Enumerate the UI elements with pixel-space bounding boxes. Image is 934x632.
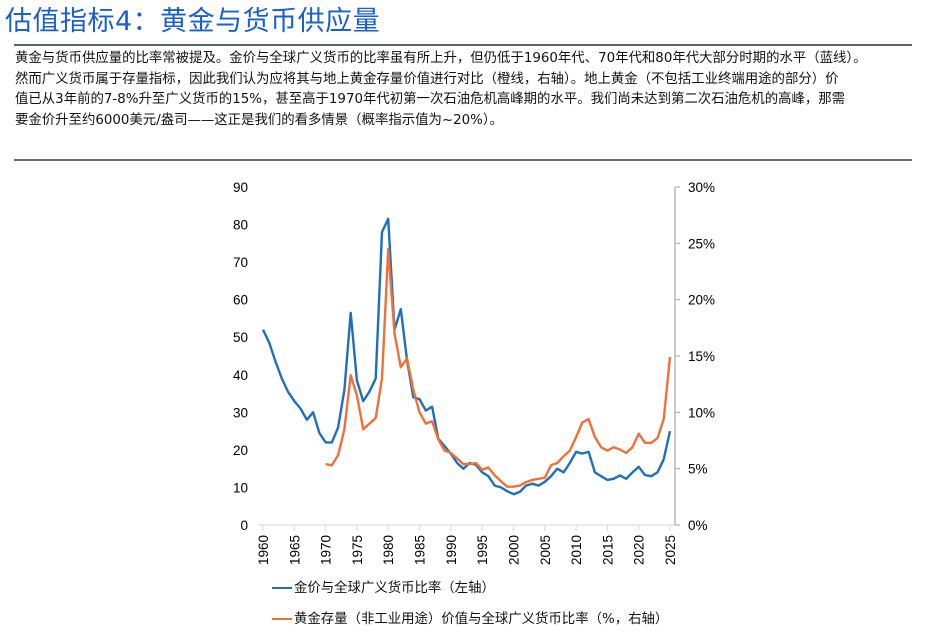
y-left-tick-label: 20 [233,443,248,458]
x-tick-label: 1990 [444,535,459,565]
legend-item-orange: 黄金存量（非工业用途）价值与全球广义货币比率（%，右轴） [272,607,668,627]
x-tick-label: 2005 [538,535,553,565]
y-left-tick-label: 0 [240,518,248,533]
x-tick-label: 2025 [663,535,678,565]
y-left-tick-label: 10 [233,480,248,495]
y-left-tick-label: 70 [233,255,248,270]
y-right-tick-label: 0% [688,518,708,533]
x-tick-label: 1995 [475,535,490,565]
y-left-tick-label: 30 [233,405,248,420]
x-tick-label: 1980 [381,535,396,565]
legend-swatch-orange [272,617,292,621]
series-line-gold-money-ratio [261,217,672,496]
y-left-tick-label: 60 [233,293,248,308]
legend-item-blue: 金价与全球广义货币比率（左轴） [272,576,495,596]
description-line: 值已从3年前的7-8%升至广义货币的15%，甚至高于1970年代初第一次石油危机… [15,92,846,108]
y-left-tick-label: 90 [233,180,248,195]
legend-label-blue: 金价与全球广义货币比率（左轴） [294,581,495,596]
series-line-gold-stock-ratio [325,247,672,488]
y-left-tick-label: 50 [233,330,248,345]
y-right-tick-label: 15% [688,349,715,364]
description-line: 然而广义货币属于存量指标，因此我们认为应将其与地上黄金存量价值进行对比（橙线，右… [15,71,839,87]
legend-swatch-blue [272,586,292,590]
y-left-tick-label: 40 [233,368,248,383]
legend-label-orange: 黄金存量（非工业用途）价值与全球广义货币比率（%，右轴） [294,612,669,627]
x-tick-label: 1960 [256,535,271,565]
description-text: 黄金与货币供应量的比率常被提及。金价与全球广义货币的比率虽有所上升，但仍低于19… [15,49,930,131]
y-right-tick-label: 25% [688,236,715,251]
x-tick-label: 1965 [287,535,302,565]
x-tick-label: 2020 [632,535,647,565]
page-title: 估值指标4：黄金与货币供应量 [5,6,381,37]
description-line: 黄金与货币供应量的比率常被提及。金价与全球广义货币的比率虽有所上升，但仍低于19… [15,51,867,66]
x-tick-label: 1970 [319,535,334,565]
y-right-tick-label: 10% [688,405,715,420]
y-left-tick-label: 80 [233,218,248,233]
x-tick-label: 1975 [350,535,365,565]
description-line: 要金价升至约6000美元/盎司——这正是我们的看多情景（概率指示值为~20%）。 [15,112,503,128]
section-divider [14,159,912,161]
y-right-tick-label: 30% [688,180,715,195]
y-right-tick-label: 5% [688,462,708,477]
chart-series [261,217,672,496]
x-tick-label: 2015 [600,535,615,565]
x-tick-label: 1985 [413,535,428,565]
y-right-tick-label: 20% [688,293,715,308]
title-divider [14,44,912,46]
chart-axes: 0 10 20 30 40 50 60 70 80 90 0% 5% 10% 15% 20% 25% 30% 19… [233,180,715,565]
x-tick-label: 2010 [569,535,584,565]
x-tick-label: 2000 [506,535,521,565]
